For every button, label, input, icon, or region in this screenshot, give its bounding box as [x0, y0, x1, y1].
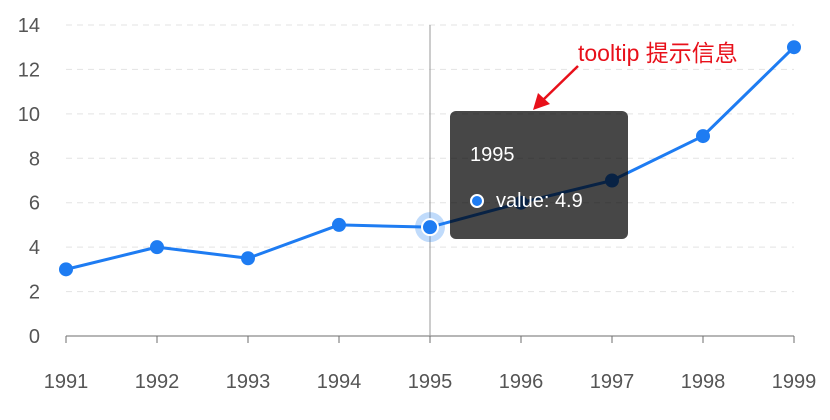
data-points	[59, 40, 801, 277]
x-tick-label: 1998	[681, 371, 726, 393]
tooltip-marker-icon	[470, 194, 484, 208]
x-tick-label: 1991	[44, 371, 89, 393]
data-point[interactable]	[421, 218, 439, 237]
x-tick-label: 1997	[590, 371, 635, 393]
x-tick-label: 1999	[772, 371, 817, 393]
y-axis-labels: 0 2 4 6 8 10 12 14	[18, 15, 40, 348]
data-point[interactable]	[696, 129, 710, 144]
tooltip-series-label: value	[496, 190, 544, 212]
data-point[interactable]	[332, 217, 346, 232]
x-tick-label: 1994	[317, 371, 362, 393]
annotation-label: tooltip 提示信息	[578, 40, 738, 66]
y-tick-label: 14	[18, 15, 40, 37]
y-tick-label: 4	[29, 237, 40, 259]
y-tick-label: 10	[18, 104, 40, 126]
tooltip-value: 4.9	[554, 190, 583, 212]
data-point[interactable]	[59, 262, 73, 277]
y-tick-label: 2	[29, 282, 40, 304]
x-axis-labels: 1991 1992 1993 1994 1995 1996 1997 1998 1999	[44, 371, 817, 393]
y-tick-label: 8	[29, 148, 40, 170]
x-tick-label: 1996	[499, 371, 544, 393]
data-point[interactable]	[241, 251, 255, 266]
x-tick-label: 1992	[135, 371, 180, 393]
data-point[interactable]	[787, 40, 801, 55]
x-tick-label: 1995	[408, 371, 453, 393]
tooltip-row: value: 4.9	[470, 189, 608, 213]
y-tick-label: 12	[18, 59, 40, 81]
y-tick-label: 0	[29, 326, 40, 348]
annotation-arrow	[533, 65, 579, 110]
tooltip: 1995 value: 4.9	[450, 111, 628, 239]
x-axis-ticks	[65, 336, 795, 343]
tooltip-title: 1995	[470, 144, 515, 166]
tooltip-separator: :	[543, 190, 555, 212]
data-point[interactable]	[150, 240, 164, 255]
x-tick-label: 1993	[226, 371, 271, 393]
y-tick-label: 6	[29, 193, 40, 215]
